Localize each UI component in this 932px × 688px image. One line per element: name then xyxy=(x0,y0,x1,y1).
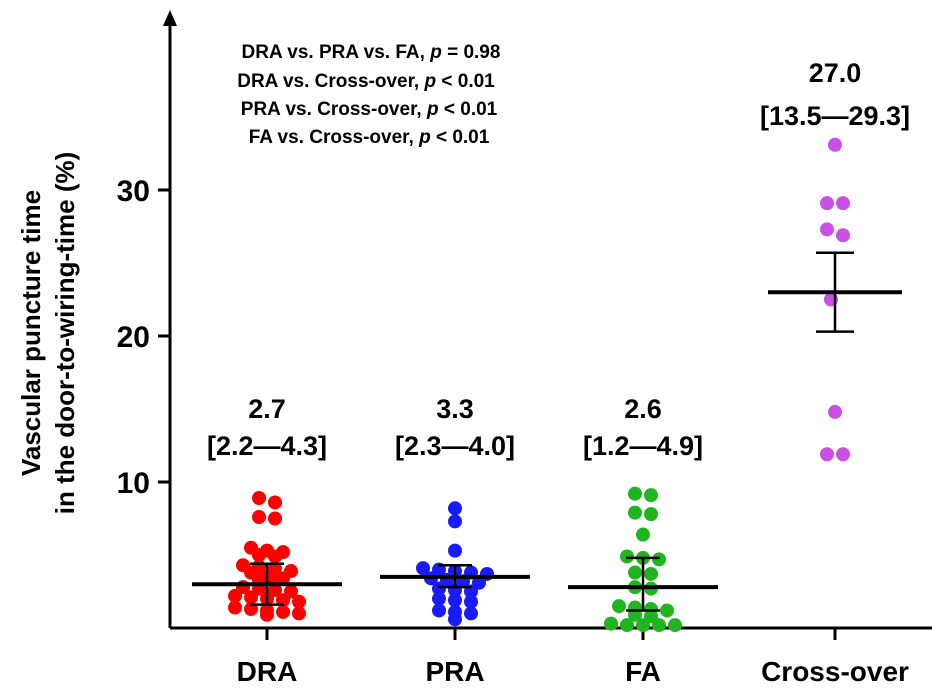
group-cross-over: Cross-over 27.0 [13.5—29.3] xyxy=(760,58,910,687)
data-point xyxy=(432,591,446,606)
data-point xyxy=(228,600,242,615)
iqr-label: [2.2—4.3] xyxy=(207,431,327,461)
data-point xyxy=(628,486,642,501)
median-label: 2.7 xyxy=(248,394,286,424)
category-label: FA xyxy=(625,656,661,687)
significance-annotation: DRA vs. PRA vs. FA, p = 0.98 xyxy=(242,42,501,63)
iqr-label: [1.2—4.9] xyxy=(583,431,703,461)
data-point xyxy=(820,222,834,237)
significance-annotation: DRA vs. Cross-over, p < 0.01 xyxy=(237,71,495,92)
data-point xyxy=(652,618,666,633)
iqr-label: [2.3—4.0] xyxy=(395,431,515,461)
data-point xyxy=(260,607,274,622)
median-label: 2.6 xyxy=(624,394,662,424)
annotation-text: < 0.01 xyxy=(439,99,498,120)
y-tick-label: 10 xyxy=(117,467,150,500)
data-point xyxy=(652,552,666,567)
data-point xyxy=(448,612,462,627)
data-point xyxy=(268,511,282,526)
data-point xyxy=(252,491,266,506)
significance-annotation: FA vs. Cross-over, p < 0.01 xyxy=(249,127,490,148)
annotation-text: PRA vs. Cross-over, xyxy=(241,99,427,120)
y-axis-title-line-2: in the door-to-wiring-time (%) xyxy=(50,152,80,515)
data-point xyxy=(448,593,462,608)
data-point xyxy=(432,603,446,618)
data-point xyxy=(660,603,674,618)
annotation-text: < 0.01 xyxy=(436,71,495,92)
annotation-p-symbol: p xyxy=(429,42,442,63)
data-point xyxy=(464,606,478,621)
groups: DRA 2.7 [2.2—4.3] PRA 3.3 [2.3—4.0] FA 2.6 [1.2—… xyxy=(192,58,910,687)
data-point xyxy=(820,447,834,462)
annotation-p-symbol: p xyxy=(424,71,437,92)
category-label: Cross-over xyxy=(761,656,909,687)
category-label: PRA xyxy=(425,656,484,687)
data-point xyxy=(644,507,658,522)
data-point xyxy=(268,495,282,510)
data-point xyxy=(668,618,682,633)
data-point xyxy=(836,228,850,243)
data-point xyxy=(416,561,430,576)
significance-annotations: DRA vs. PRA vs. FA, p = 0.98 DRA vs. Cros… xyxy=(237,42,500,148)
data-point xyxy=(836,447,850,462)
group-pra: PRA 3.3 [2.3—4.0] xyxy=(380,394,530,687)
data-point xyxy=(292,606,306,621)
data-point xyxy=(620,549,634,564)
error-bar xyxy=(626,556,660,612)
data-point xyxy=(636,527,650,542)
y-axis-title-line-1: Vascular puncture time xyxy=(16,190,46,476)
median-label: 3.3 xyxy=(436,394,474,424)
data-point xyxy=(228,588,242,603)
annotation-text: FA vs. Cross-over, xyxy=(249,127,419,148)
data-point xyxy=(244,590,258,605)
y-tick-label: 20 xyxy=(117,321,150,354)
y-axis-title: Vascular puncture time in the door-to-wi… xyxy=(16,152,80,515)
group-fa: FA 2.6 [1.2—4.9] xyxy=(568,394,718,687)
data-point xyxy=(448,514,462,529)
annotation-text: = 0.98 xyxy=(442,42,501,63)
y-ticks: 10 20 30 xyxy=(117,175,170,500)
data-point xyxy=(628,565,642,580)
axes xyxy=(163,10,932,630)
data-point xyxy=(268,549,282,564)
annotation-p-symbol: p xyxy=(426,99,439,120)
data-point xyxy=(432,581,446,596)
iqr-label: [13.5—29.3] xyxy=(760,101,910,131)
data-point xyxy=(604,616,618,631)
data-point xyxy=(636,618,650,633)
data-point xyxy=(252,548,266,562)
data-point xyxy=(836,196,850,211)
data-point xyxy=(628,505,642,520)
data-point xyxy=(448,543,462,558)
group-dra: DRA 2.7 [2.2—4.3] xyxy=(192,394,342,687)
annotation-p-symbol: p xyxy=(418,127,431,148)
data-point xyxy=(448,501,462,516)
data-point xyxy=(828,404,842,419)
annotation-text: DRA vs. PRA vs. FA, xyxy=(242,42,431,63)
data-point xyxy=(612,599,626,614)
data-point xyxy=(620,618,634,633)
data-point xyxy=(292,594,306,609)
data-point xyxy=(276,604,290,619)
data-point xyxy=(252,510,266,525)
y-axis-arrow xyxy=(163,10,177,26)
median-label: 27.0 xyxy=(809,58,862,88)
annotation-text: < 0.01 xyxy=(431,127,490,148)
data-point xyxy=(828,137,842,152)
data-point xyxy=(644,566,658,581)
category-label: DRA xyxy=(237,656,298,687)
y-tick-label: 30 xyxy=(117,175,150,208)
data-point xyxy=(644,488,658,503)
data-point xyxy=(464,594,478,609)
data-point xyxy=(820,196,834,211)
annotation-text: DRA vs. Cross-over, xyxy=(237,71,424,92)
significance-annotation: PRA vs. Cross-over, p < 0.01 xyxy=(241,99,498,120)
